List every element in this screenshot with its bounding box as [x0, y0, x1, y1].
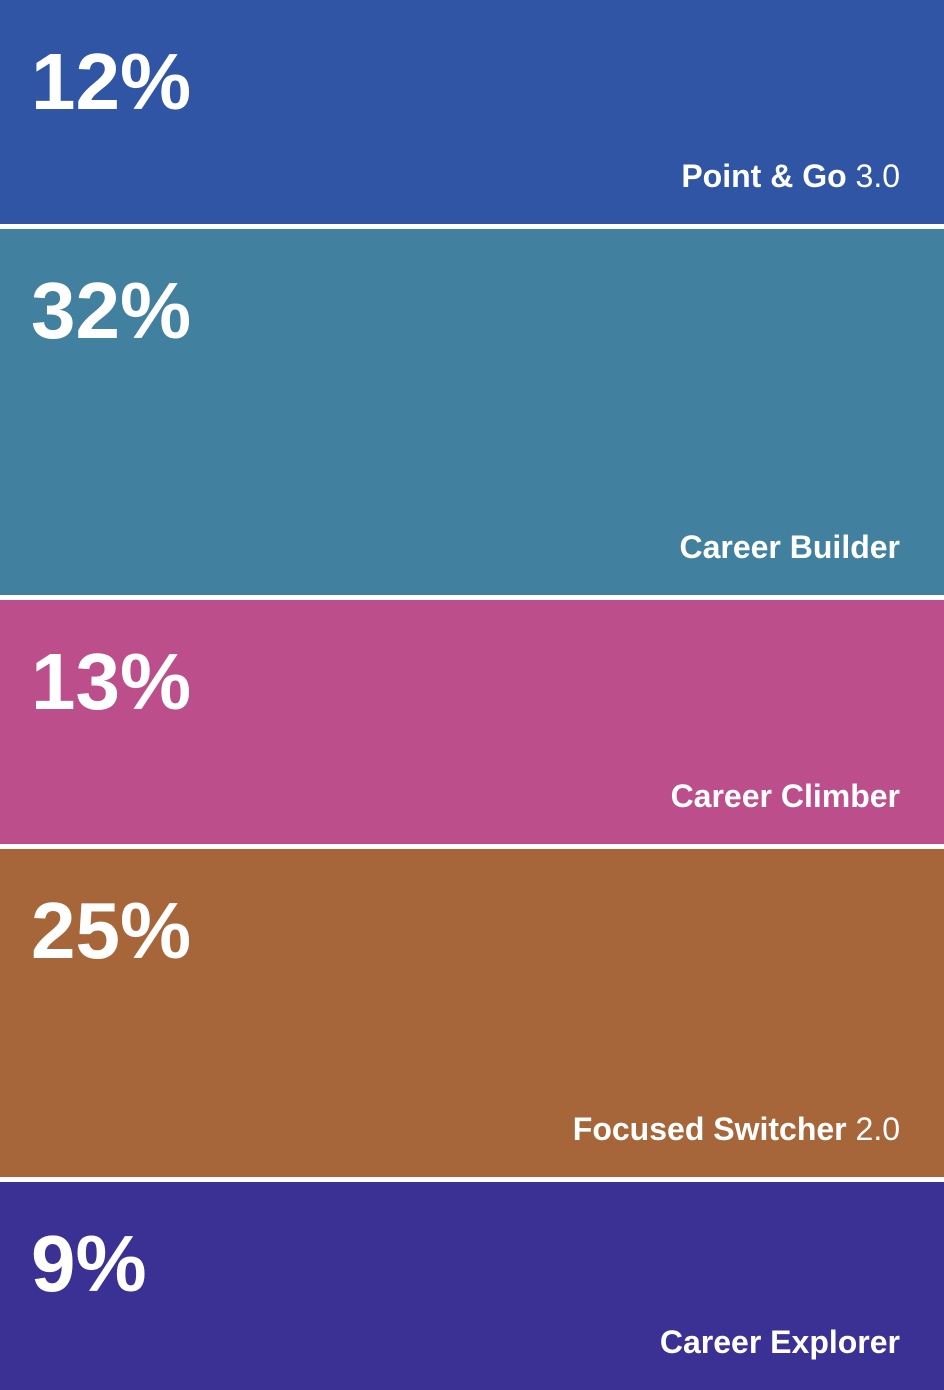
- segment-percent-label: 32%: [31, 266, 192, 355]
- segment-percent-label: 9%: [31, 1219, 147, 1308]
- segment-name-label: Career Climber: [671, 780, 900, 812]
- segment-percent-label: 25%: [31, 886, 192, 975]
- chart-segment: 32% Career Builder: [0, 229, 944, 595]
- chart-segment: 9% Career Explorer: [0, 1182, 944, 1390]
- segment-version-suffix: 2.0: [846, 1111, 900, 1147]
- segment-name-label: Career Explorer: [660, 1326, 900, 1358]
- segment-name-bold: Career Builder: [679, 529, 900, 565]
- segment-percent-label: 12%: [31, 37, 192, 126]
- segment-name-label: Point & Go 3.0: [681, 160, 900, 192]
- chart-segment: 25% Focused Switcher 2.0: [0, 849, 944, 1177]
- chart-segment: 12% Point & Go 3.0: [0, 0, 944, 224]
- segment-version-suffix: 3.0: [846, 158, 900, 194]
- chart-segment: 13% Career Climber: [0, 600, 944, 844]
- segment-name-bold: Focused Switcher: [572, 1111, 847, 1147]
- segment-percent-label: 13%: [31, 637, 192, 726]
- segment-name-label: Career Builder: [679, 531, 900, 563]
- segment-name-bold: Point & Go: [681, 158, 847, 194]
- segment-name-bold: Career Climber: [670, 778, 900, 814]
- segment-name-label: Focused Switcher 2.0: [573, 1113, 900, 1145]
- segment-name-bold: Career Explorer: [659, 1324, 900, 1360]
